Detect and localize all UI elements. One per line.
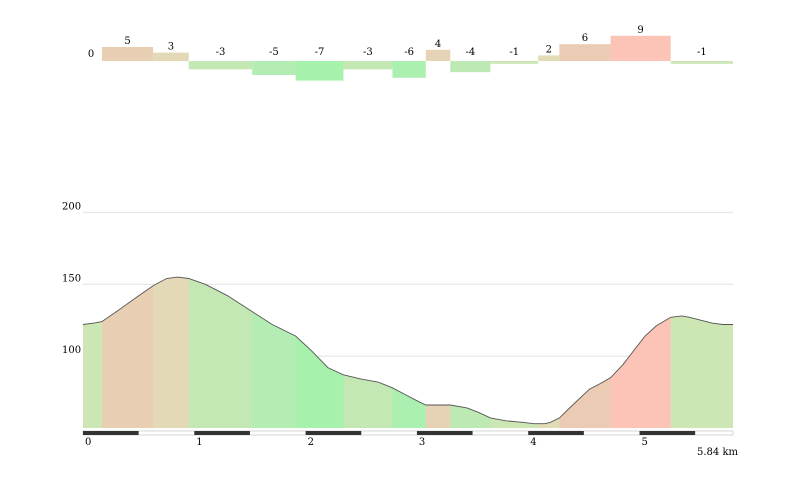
gradient-bar-4 [295,61,344,81]
gradient-bar-10 [538,55,560,61]
x-tick-label-3: 3 [419,437,425,448]
elevation-fill-segment-10 [538,277,560,428]
elevation-area [82,276,733,428]
elevation-fill-segment-7 [425,277,451,428]
elevation-fill-segment-4 [295,277,344,428]
scale-bar-block-0 [83,431,139,435]
gradient-bar-label-11: 6 [582,33,588,44]
y-tick-label-2: 200 [62,201,81,212]
gradient-bar-label-12: 9 [637,25,643,36]
gradient-bar-9 [490,61,539,64]
x-tick-label-0: 0 [85,437,91,448]
scale-bar-block-8 [528,431,584,435]
gradient-bar-label-3: -5 [269,47,279,58]
y-tick-label-1: 150 [62,273,81,284]
gradient-bar-11 [559,44,611,61]
gradient-bar-2 [188,61,253,70]
gradient-bar-label-7: 4 [435,39,441,50]
elevation-fill [83,277,733,428]
gradient-bar-1 [153,52,189,61]
elevation-fill-segment-13 [670,277,733,428]
distance-total-label: 5.84 km [697,447,739,458]
gradient-bar-3 [252,61,296,75]
elevation-fill-segment-5 [343,277,393,428]
elevation-fill-segment-9 [490,277,539,428]
scale-bar-block-2 [194,431,250,435]
elevation-fill-segment-2 [188,277,253,428]
elevation-fill-segment-1 [153,277,190,428]
scale-bar-frame [82,430,734,436]
elevation-fill-segment-8 [450,277,491,428]
distance-axis: 0 1 2 3 4 5 [82,430,734,448]
y-tick-label-0: 100 [62,345,81,356]
gradient-bar-6 [392,61,426,78]
x-tick-label-5: 5 [642,437,648,448]
scale-bar-block-4 [305,431,362,435]
gradient-bar-7 [425,49,451,61]
gradient-bar-label-8: -4 [465,47,475,58]
gradient-bar-label-1: 3 [168,42,174,53]
x-tick-label-1: 1 [196,437,202,448]
gradient-bars: 5 3 -3 -5 -7 -3 -6 4 -4 -1 2 6 9 -1 [101,25,733,81]
gradient-bar-label-13: -1 [697,47,707,58]
scale-bar-block-6 [416,431,473,435]
gradient-bar-label-4: -7 [315,47,325,58]
gradient-bar-0 [101,47,154,61]
elevation-fill-segment-11 [559,277,612,428]
gradient-bar-label-10: 2 [546,44,552,55]
gradient-zero-label: 0 [88,49,94,60]
elevation-fill-segment-12 [610,277,672,428]
gradient-bar-label-6: -6 [404,47,414,58]
x-tick-label-4: 4 [530,437,536,448]
gradient-bar-8 [450,61,491,73]
gradient-bar-label-2: -3 [216,47,226,58]
gradient-bar-label-9: -1 [509,47,519,58]
scale-bar-block-10 [639,431,696,435]
elevation-fill-segment-3 [252,277,297,428]
gradient-bar-label-5: -3 [363,47,373,58]
x-tick-label-2: 2 [308,437,314,448]
gradient-bar-13 [670,61,733,64]
gradient-bar-5 [343,61,393,70]
elevation-fill-segment-lead [83,277,102,428]
elevation-line [82,276,733,425]
gradient-bar-label-0: 5 [124,36,130,47]
gradient-bar-12 [610,35,671,61]
